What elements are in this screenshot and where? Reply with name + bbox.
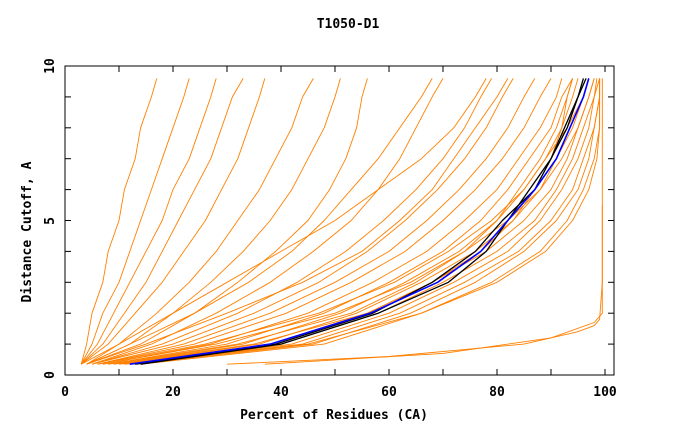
model-curve <box>80 78 190 365</box>
x-tick-label: 20 <box>165 385 181 400</box>
model-curve <box>97 78 590 365</box>
model-curve <box>118 78 595 365</box>
model-curve <box>129 78 601 365</box>
x-tick-label: 0 <box>61 385 69 400</box>
x-axis-label: Percent of Residues (CA) <box>240 408 428 423</box>
x-tick-label: 40 <box>273 385 289 400</box>
model-curve <box>91 78 514 365</box>
model-curve <box>80 78 487 365</box>
model-curve <box>86 78 433 365</box>
x-tick-label: 60 <box>381 385 397 400</box>
model-curve <box>91 78 492 365</box>
highlight-curve <box>129 78 590 365</box>
series-group <box>80 78 603 365</box>
model-curve <box>124 78 601 365</box>
x-tick-label: 80 <box>489 385 505 400</box>
reference-curve <box>135 78 587 365</box>
chart-title: T1050-D1 <box>317 17 380 32</box>
model-curve <box>86 78 341 365</box>
y-tick-label: 0 <box>43 371 58 379</box>
y-axis-label: Distance Cutoff, A <box>20 161 35 302</box>
y-tick-label: 5 <box>43 217 58 225</box>
model-curve <box>108 78 574 365</box>
model-curve <box>86 78 314 365</box>
model-curve <box>80 78 244 365</box>
model-curve <box>264 78 603 365</box>
model-curve <box>97 78 552 365</box>
model-curve <box>97 78 536 365</box>
model-curve <box>80 78 266 365</box>
model-curve <box>102 78 563 365</box>
model-curve <box>108 78 573 365</box>
model-curve <box>113 78 574 365</box>
x-tick-label: 100 <box>593 385 617 400</box>
model-curve <box>86 78 368 365</box>
model-curve <box>80 78 217 365</box>
model-curve <box>91 78 444 365</box>
model-curve <box>140 78 601 365</box>
model-curve <box>86 78 509 365</box>
axis-ticks <box>64 65 614 376</box>
model-curve <box>124 78 598 365</box>
model-curve <box>80 78 158 365</box>
model-curve <box>135 78 601 365</box>
y-tick-label: 10 <box>43 58 58 74</box>
